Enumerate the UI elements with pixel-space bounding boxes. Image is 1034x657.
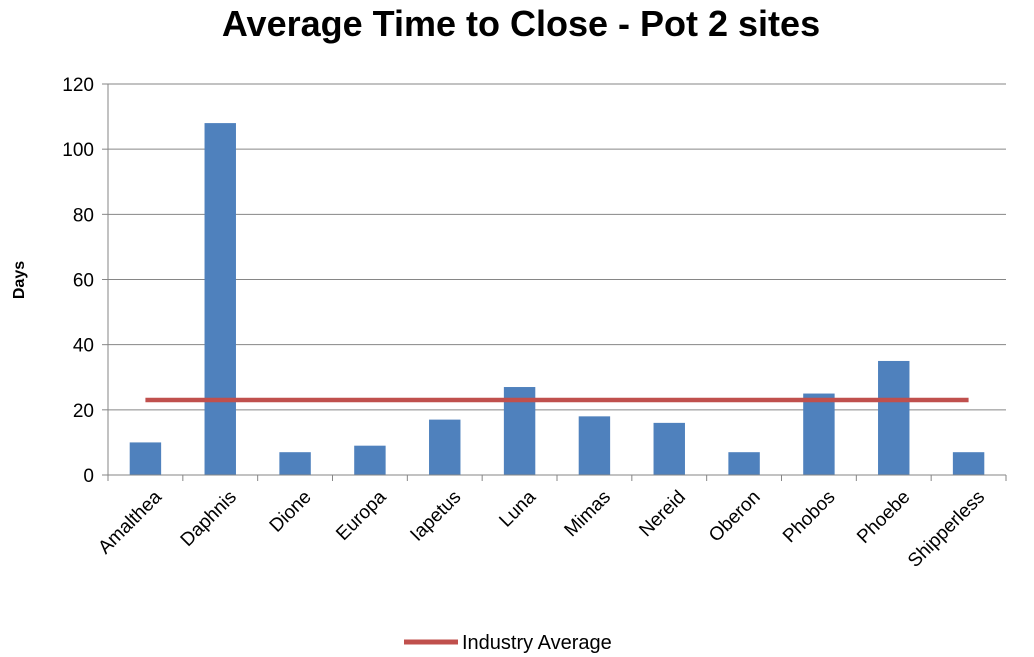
x-tick-label: Europa	[332, 486, 390, 544]
bar-oberon	[728, 452, 760, 475]
x-tick-label: Phobos	[779, 487, 839, 547]
bar-nereid	[653, 422, 685, 475]
bar-iapetus	[429, 419, 461, 475]
x-tick-labels: Amalthea Daphnis Dione Europa Iapetus Luna Mim…	[94, 486, 989, 571]
bar-phobos	[803, 393, 835, 475]
y-tick-label: 40	[73, 336, 94, 357]
legend-label-industry-average: Industry Average	[462, 632, 612, 654]
chart-title: Average Time to Close - Pot 2 sites	[222, 3, 820, 44]
x-tick-label: Amalthea	[94, 486, 166, 558]
bar-daphnis	[204, 123, 236, 475]
x-tick-label: Phoebe	[853, 487, 914, 548]
bar-shipperless	[952, 452, 985, 475]
x-tick-label: Shipperless	[904, 487, 989, 572]
bars	[129, 123, 985, 475]
axes	[102, 83, 1007, 481]
x-tick-label: Nereid	[635, 487, 689, 541]
x-tick-label: Oberon	[705, 487, 765, 547]
x-tick-label: Iapetus	[406, 487, 465, 546]
y-axis-title: Days	[11, 261, 28, 299]
y-tick-label: 100	[62, 140, 94, 161]
bar-europa	[354, 445, 386, 475]
y-tick-label: 60	[73, 271, 94, 292]
y-tick-label: 0	[83, 466, 94, 487]
y-tick-labels: 0 20 40 60 80 100 120	[62, 75, 94, 487]
x-tick-label: Dione	[266, 487, 316, 537]
legend: Industry Average	[404, 632, 612, 654]
gridlines	[108, 83, 1006, 411]
x-tick-label: Daphnis	[177, 487, 241, 551]
y-tick-label: 20	[73, 401, 94, 422]
bar-amalthea	[129, 442, 162, 475]
bar-mimas	[578, 416, 611, 475]
bar-phoebe	[878, 360, 910, 475]
x-tick-label: Luna	[495, 486, 540, 531]
y-tick-label: 120	[62, 75, 94, 96]
x-tick-label: Mimas	[561, 487, 615, 541]
y-tick-label: 80	[73, 205, 94, 226]
bar-dione	[279, 452, 311, 475]
